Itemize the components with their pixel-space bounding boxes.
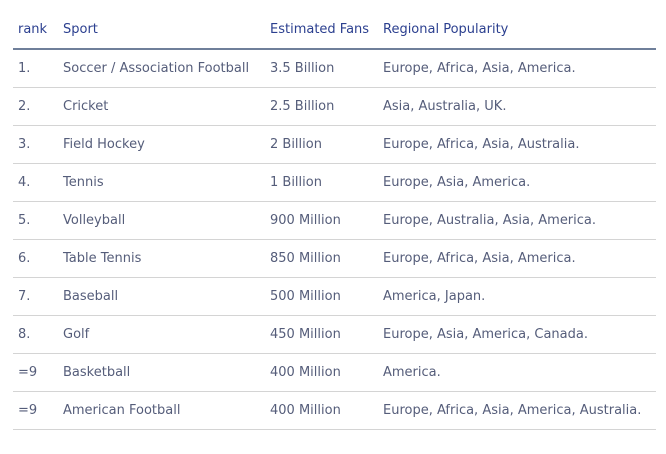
- cell-rank: 4.: [13, 163, 63, 202]
- cell-sport: Table Tennis: [63, 239, 270, 278]
- table-header: rank Sport Estimated Fans Regional Popul…: [13, 10, 656, 50]
- table-row: =9 Basketball 400 Million America.: [13, 353, 656, 392]
- cell-fans: 400 Million: [270, 353, 383, 392]
- cell-fans: 900 Million: [270, 201, 383, 240]
- cell-region: Europe, Africa, Asia, America.: [383, 239, 656, 278]
- cell-rank: 6.: [13, 239, 63, 278]
- cell-rank: 2.: [13, 87, 63, 126]
- header-sport: Sport: [63, 10, 270, 50]
- cell-fans: 500 Million: [270, 277, 383, 316]
- cell-rank: =9: [13, 353, 63, 392]
- cell-region: America, Japan.: [383, 277, 656, 316]
- table-row: 3. Field Hockey 2 Billion Europe, Africa…: [13, 125, 656, 164]
- cell-fans: 450 Million: [270, 315, 383, 354]
- table-row: =9 American Football 400 Million Europe,…: [13, 391, 656, 430]
- cell-region: Europe, Asia, America.: [383, 163, 656, 202]
- cell-sport: Volleyball: [63, 201, 270, 240]
- header-rank: rank: [13, 10, 63, 50]
- table-row: 4. Tennis 1 Billion Europe, Asia, Americ…: [13, 163, 656, 202]
- cell-region: Europe, Africa, Asia, Australia.: [383, 125, 656, 164]
- cell-sport: Tennis: [63, 163, 270, 202]
- cell-sport: Basketball: [63, 353, 270, 392]
- cell-rank: 3.: [13, 125, 63, 164]
- table-row: 7. Baseball 500 Million America, Japan.: [13, 277, 656, 316]
- table-row: 2. Cricket 2.5 Billion Asia, Australia, …: [13, 87, 656, 126]
- cell-fans: 850 Million: [270, 239, 383, 278]
- cell-sport: Golf: [63, 315, 270, 354]
- table-row: 6. Table Tennis 850 Million Europe, Afri…: [13, 239, 656, 278]
- cell-rank: 7.: [13, 277, 63, 316]
- cell-region: Europe, Africa, Asia, America.: [383, 49, 656, 88]
- cell-fans: 400 Million: [270, 391, 383, 430]
- table-row: 1. Soccer / Association Football 3.5 Bil…: [13, 49, 656, 88]
- cell-fans: 1 Billion: [270, 163, 383, 202]
- cell-sport: Soccer / Association Football: [63, 49, 270, 88]
- cell-rank: 8.: [13, 315, 63, 354]
- cell-fans: 2.5 Billion: [270, 87, 383, 126]
- cell-rank: 5.: [13, 201, 63, 240]
- cell-region: America.: [383, 353, 656, 392]
- sports-table-container: rank Sport Estimated Fans Regional Popul…: [13, 10, 656, 430]
- cell-region: Europe, Asia, America, Canada.: [383, 315, 656, 354]
- cell-sport: Field Hockey: [63, 125, 270, 164]
- cell-sport: Cricket: [63, 87, 270, 126]
- header-estimated-fans: Estimated Fans: [270, 10, 383, 50]
- cell-rank: =9: [13, 391, 63, 430]
- cell-region: Asia, Australia, UK.: [383, 87, 656, 126]
- header-regional-popularity: Regional Popularity: [383, 10, 656, 50]
- cell-region: Europe, Australia, Asia, America.: [383, 201, 656, 240]
- table-row: 5. Volleyball 900 Million Europe, Austra…: [13, 201, 656, 240]
- cell-sport: American Football: [63, 391, 270, 430]
- cell-region: Europe, Africa, Asia, America, Australia…: [383, 391, 656, 430]
- cell-sport: Baseball: [63, 277, 270, 316]
- cell-fans: 3.5 Billion: [270, 49, 383, 88]
- cell-fans: 2 Billion: [270, 125, 383, 164]
- cell-rank: 1.: [13, 49, 63, 88]
- header-row: rank Sport Estimated Fans Regional Popul…: [13, 10, 656, 50]
- table-row: 8. Golf 450 Million Europe, Asia, Americ…: [13, 315, 656, 354]
- table-body: 1. Soccer / Association Football 3.5 Bil…: [13, 49, 656, 430]
- sports-fans-table: rank Sport Estimated Fans Regional Popul…: [13, 10, 656, 430]
